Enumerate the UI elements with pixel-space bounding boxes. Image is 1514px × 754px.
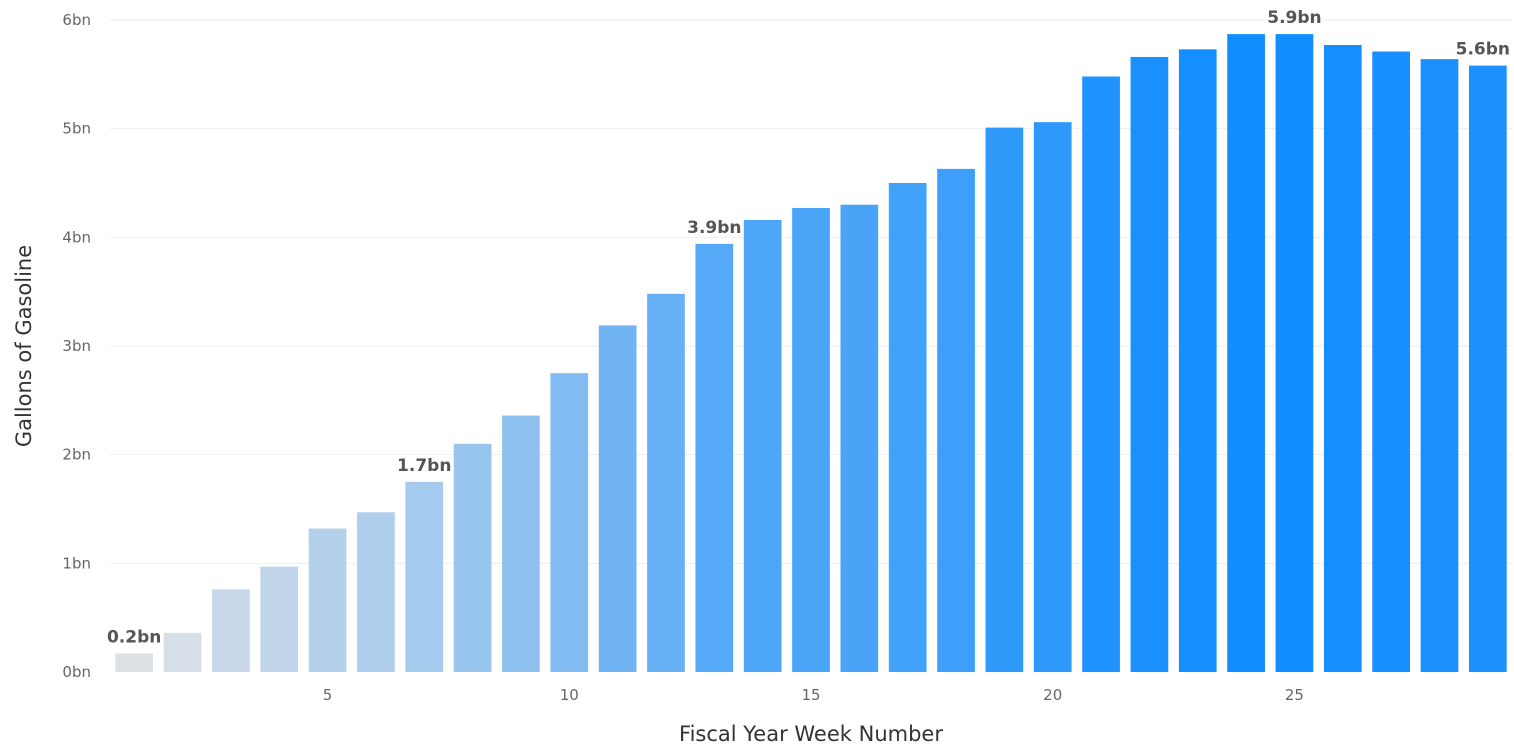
data-label: 1.7bn — [397, 456, 451, 476]
bar — [695, 243, 734, 672]
bar — [1275, 34, 1314, 673]
bar — [212, 589, 250, 672]
bar — [1420, 59, 1459, 673]
y-tick-label: 6bn — [62, 11, 91, 29]
bar — [792, 207, 830, 672]
bar — [550, 373, 589, 672]
y-tick-label: 0bn — [62, 663, 91, 681]
bar — [937, 168, 975, 672]
bar — [888, 183, 927, 672]
bar — [1468, 65, 1507, 672]
bar — [985, 127, 1024, 672]
bar — [1130, 56, 1169, 673]
x-tick-label: 10 — [560, 686, 579, 704]
bar — [647, 293, 685, 672]
bar — [1323, 44, 1362, 672]
x-tick-labels: 5 10 15 20 25 — [323, 686, 1304, 704]
y-tick-label: 1bn — [62, 554, 91, 572]
x-tick-label: 25 — [1285, 686, 1304, 704]
y-tick-label: 4bn — [62, 228, 91, 246]
bar — [743, 219, 782, 673]
x-tick-label: 15 — [801, 686, 820, 704]
data-labels: 0.2bn 1.7bn 3.9bn 5.9bn 5.6bn — [107, 8, 1510, 647]
bar — [1033, 122, 1072, 672]
data-label: 3.9bn — [687, 218, 741, 238]
bar — [115, 653, 154, 672]
y-tick-label: 2bn — [62, 446, 91, 464]
bar — [357, 512, 395, 672]
bar — [260, 566, 299, 672]
bar — [840, 204, 879, 672]
x-tick-label: 20 — [1043, 686, 1062, 704]
bar — [1227, 34, 1265, 673]
data-label: 5.6bn — [1456, 40, 1510, 60]
y-tick-label: 3bn — [62, 337, 91, 355]
bar — [598, 325, 637, 672]
bar — [1178, 49, 1217, 672]
x-axis-title: Fiscal Year Week Number — [679, 722, 943, 746]
data-label: 0.2bn — [107, 628, 161, 648]
y-tick-labels: 0bn 1bn 2bn 3bn 4bn 5bn 6bn — [62, 11, 91, 681]
bars — [115, 34, 1507, 673]
y-tick-label: 5bn — [62, 120, 91, 138]
y-axis-title: Gallons of Gasoline — [12, 245, 36, 447]
data-label: 5.9bn — [1267, 8, 1321, 28]
bar — [163, 632, 202, 672]
bar — [453, 443, 492, 672]
bar — [1372, 51, 1410, 673]
bar — [405, 481, 444, 672]
bar — [502, 415, 540, 672]
bar — [308, 528, 347, 672]
bar — [1082, 76, 1120, 673]
x-tick-label: 5 — [323, 686, 333, 704]
